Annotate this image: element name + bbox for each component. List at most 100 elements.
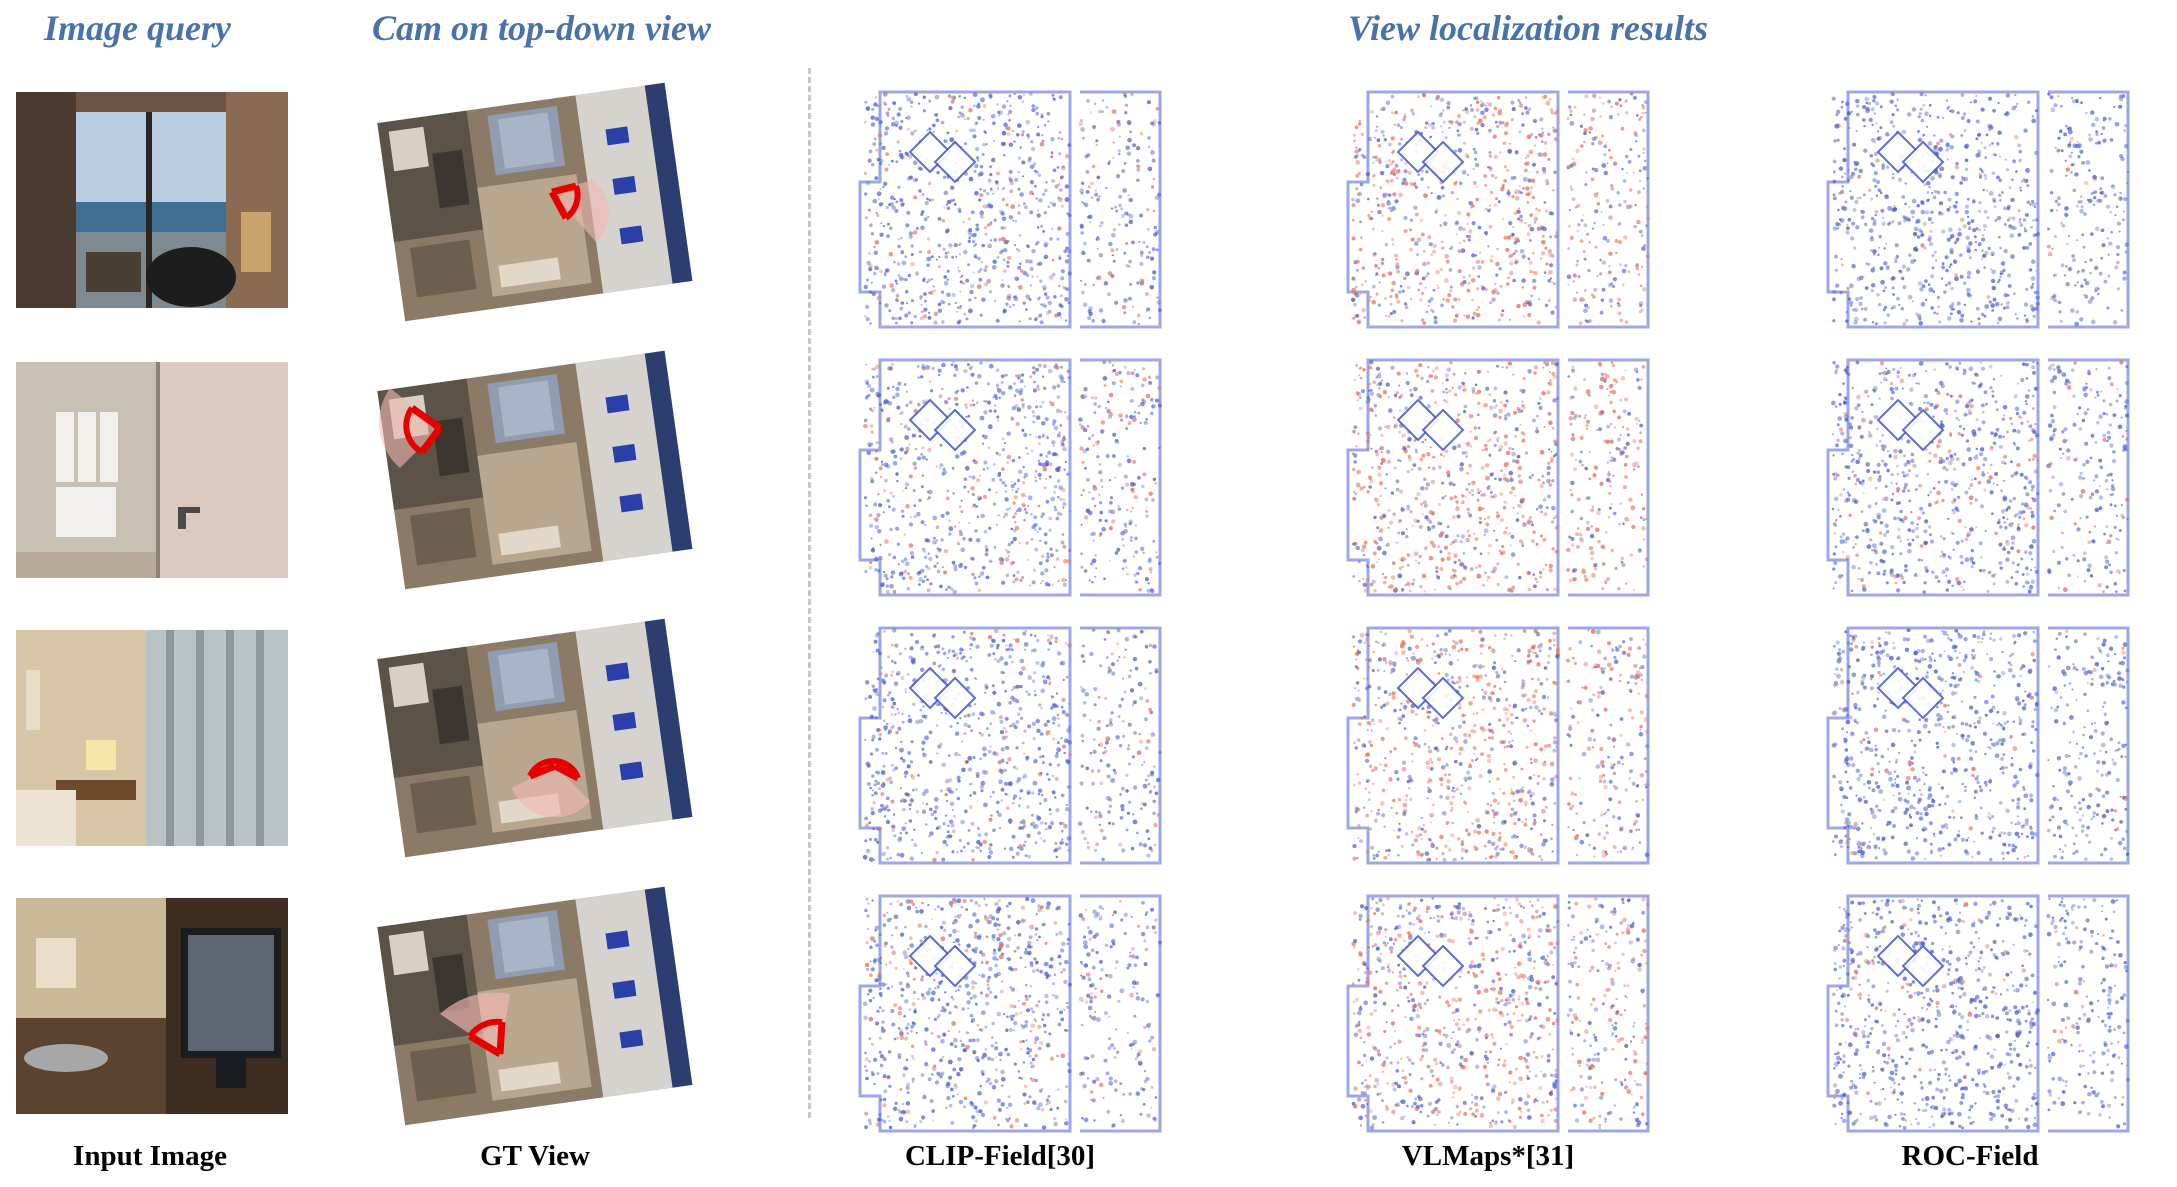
- cloud-point: [1487, 575, 1491, 580]
- cloud-point: [1103, 384, 1107, 387]
- cloud-point: [1437, 545, 1440, 548]
- cloud-point: [1511, 585, 1515, 590]
- cloud-point: [1856, 196, 1859, 200]
- cloud-point: [1503, 179, 1507, 183]
- cloud-point: [1552, 587, 1557, 592]
- cloud-point: [881, 284, 887, 289]
- cloud-point: [1029, 164, 1035, 170]
- cloud-point: [1612, 409, 1616, 414]
- cloud-point: [1516, 303, 1521, 309]
- cloud-point: [1372, 380, 1376, 385]
- cloud-point: [1637, 154, 1641, 158]
- cloud-point: [2075, 204, 2079, 208]
- cloud-point: [1509, 261, 1514, 266]
- cloud-point: [2064, 212, 2069, 217]
- cloud-point: [886, 417, 891, 421]
- cloud-point: [1601, 260, 1606, 265]
- cloud-point: [1010, 484, 1015, 489]
- cloud-point: [1954, 276, 1959, 282]
- cloud-point: [932, 285, 935, 288]
- cloud-point: [1610, 456, 1613, 459]
- cloud-point: [1469, 445, 1473, 448]
- cloud-point: [1111, 519, 1116, 524]
- cloud-point: [1376, 366, 1380, 371]
- cloud-point: [976, 284, 982, 290]
- cloud-point: [1388, 408, 1393, 413]
- cloud-point: [1479, 516, 1482, 520]
- cloud-point: [1494, 176, 1498, 179]
- cloud-point: [2047, 423, 2053, 428]
- cloud-point: [1057, 226, 1062, 231]
- cloud-point: [1148, 491, 1153, 497]
- cloud-point: [952, 589, 957, 595]
- cloud-point: [1154, 398, 1159, 403]
- cloud-point: [1379, 108, 1383, 111]
- cloud-point: [1368, 485, 1372, 489]
- cloud-point: [1370, 210, 1373, 213]
- cloud-point: [1469, 127, 1474, 131]
- cloud-point: [1393, 466, 1397, 470]
- image-query-header: Image query: [44, 8, 231, 48]
- cloud-point: [1143, 420, 1148, 425]
- cloud-point: [973, 503, 976, 507]
- cloud-point: [1858, 301, 1863, 306]
- cloud-point: [1943, 290, 1947, 294]
- cloud-point: [2025, 318, 2029, 321]
- cloud-point: [1926, 401, 1930, 405]
- cloud-point: [1642, 565, 1645, 568]
- cloud-point: [2025, 362, 2029, 367]
- cloud-point: [1495, 197, 1498, 201]
- cloud-point: [942, 247, 946, 251]
- cloud-point: [1139, 253, 1144, 257]
- cloud-point: [1455, 506, 1460, 511]
- cloud-point: [1833, 496, 1839, 502]
- cloud-point: [987, 446, 991, 449]
- cloud-point: [1923, 183, 1927, 187]
- cloud-point: [1098, 253, 1103, 258]
- cloud-point: [979, 164, 984, 169]
- cloud-point: [1479, 490, 1482, 493]
- cloud-point: [1923, 581, 1927, 585]
- cloud-point: [1497, 318, 1501, 322]
- cloud-point: [2005, 539, 2009, 543]
- cloud-point: [1624, 397, 1629, 402]
- cloud-point: [1633, 96, 1637, 100]
- cloud-point: [877, 493, 880, 496]
- cloud-point: [1624, 154, 1629, 159]
- cloud-point: [1012, 303, 1015, 307]
- cloud-point: [1621, 283, 1625, 287]
- cloud-point: [923, 292, 927, 296]
- cloud-point: [1064, 319, 1068, 322]
- cloud-point: [948, 526, 954, 532]
- cloud-point: [2018, 220, 2022, 224]
- cloud-point: [1970, 219, 1975, 223]
- cloud-point: [1442, 390, 1446, 394]
- cloud-point: [1900, 306, 1905, 311]
- cloud-point: [1358, 120, 1361, 123]
- cloud-point: [1439, 531, 1445, 536]
- cloud-point: [1052, 385, 1057, 390]
- cloud-point: [1581, 569, 1587, 575]
- cloud-point: [1003, 308, 1006, 311]
- cloud-point: [1111, 381, 1116, 386]
- cloud-point: [926, 566, 931, 571]
- cloud-point: [1622, 522, 1625, 525]
- cloud-point: [1510, 100, 1515, 105]
- cloud-point: [2028, 551, 2033, 556]
- cloud-point: [968, 475, 972, 478]
- cloud-point: [1413, 551, 1419, 556]
- cloud-point: [2067, 234, 2071, 237]
- cloud-point: [1417, 561, 1421, 565]
- cloud-point: [1855, 296, 1860, 302]
- cloud-point: [1945, 99, 1948, 102]
- cloud-point: [1468, 229, 1473, 234]
- cloud-point: [1407, 564, 1410, 567]
- cloud-point: [1975, 94, 1978, 97]
- cloud-point: [999, 560, 1004, 566]
- cloud-point: [971, 475, 976, 480]
- cloud-point: [1543, 426, 1546, 428]
- cloud-point: [1851, 564, 1856, 570]
- cloud-point: [1833, 196, 1837, 201]
- cloud-point: [2064, 159, 2067, 162]
- cloud-point: [949, 137, 955, 143]
